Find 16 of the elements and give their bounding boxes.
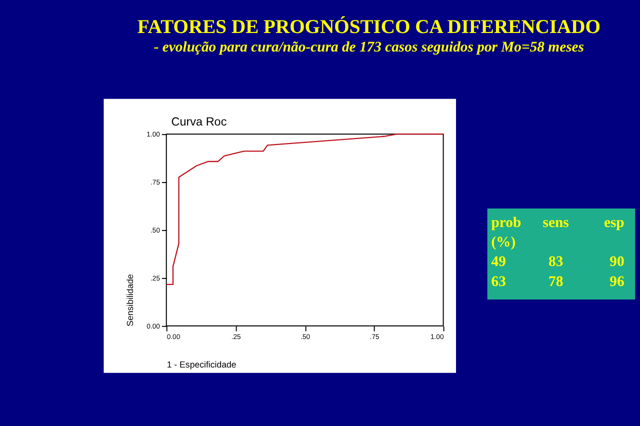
text: esp	[604, 215, 624, 232]
chart-title: FATORES DE PROGNÓSTICO CA DIFERENCIADO	[137, 16, 600, 38]
text: 90	[610, 254, 624, 270]
text: 96	[610, 274, 624, 290]
x-axis-title: 1 - Especificidade	[166, 359, 236, 370]
text: (%)	[491, 234, 516, 251]
line-series	[166, 134, 444, 286]
y-axis-title: Sensibilidade	[124, 274, 135, 326]
text: 49	[491, 254, 506, 270]
text: 83	[548, 254, 564, 270]
chart-subtitle: - evolução para cura/não-cura de 173 casos seguidos por Mo=58 meses	[154, 39, 584, 56]
text: 63	[491, 274, 506, 290]
text: sens	[542, 215, 570, 232]
text: Curva Roc	[171, 115, 227, 128]
text: 78	[548, 274, 564, 290]
text: prob	[491, 215, 522, 232]
